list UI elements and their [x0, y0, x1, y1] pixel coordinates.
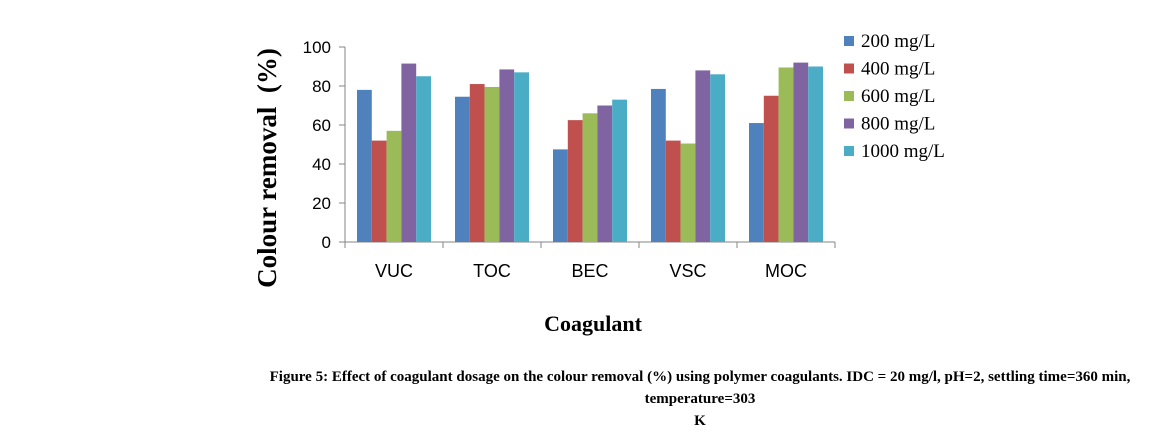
figure-caption: Figure 5: Effect of coagulant dosage on … — [250, 366, 1150, 432]
bar — [567, 120, 583, 242]
legend-swatch — [844, 146, 854, 156]
bar — [612, 99, 627, 243]
bar — [455, 96, 470, 242]
x-axis-title: Coagulant — [544, 311, 642, 336]
bar — [808, 66, 823, 242]
y-tick-label: 100 — [303, 38, 331, 57]
y-axis-title: Colour removal (%) — [252, 48, 282, 288]
bar — [416, 76, 431, 242]
bar — [680, 143, 696, 242]
bar — [371, 140, 387, 242]
bar — [778, 67, 794, 242]
x-tick-label: VSC — [669, 261, 706, 281]
legend-swatch — [844, 118, 854, 129]
y-tick-label: 40 — [312, 155, 331, 174]
x-tick-label: BEC — [571, 261, 608, 281]
x-tick-label: MOC — [765, 261, 807, 281]
bar — [499, 69, 515, 242]
legend-swatch — [844, 36, 854, 46]
bar — [514, 72, 529, 242]
bar — [695, 70, 711, 243]
bar — [469, 84, 485, 242]
legend-swatch — [844, 91, 854, 101]
bar — [357, 89, 372, 243]
bar — [651, 88, 666, 242]
bar — [386, 130, 402, 242]
plot-area: 0 20 40 60 80 100 VUC TOC BEC VSC MOC — [303, 38, 836, 281]
caption-line-1: Figure 5: Effect of coagulant dosage on … — [269, 369, 1131, 407]
legend-label: 800 mg/L — [861, 114, 935, 135]
y-tick-label: 60 — [312, 116, 331, 135]
bar — [597, 105, 613, 242]
legend: 200 mg/L 400 mg/L 600 mg/L 800 mg/L 1000 mg/… — [844, 31, 945, 162]
bar — [710, 74, 725, 242]
y-tick-label: 80 — [312, 77, 331, 96]
bar — [553, 149, 568, 242]
legend-label: 600 mg/L — [861, 86, 935, 107]
legend-label: 400 mg/L — [861, 59, 935, 80]
legend-label: 200 mg/L — [861, 31, 935, 52]
caption-line-2: K — [694, 413, 706, 429]
x-tick-label: TOC — [473, 261, 511, 281]
bar — [749, 123, 764, 242]
y-tick-label: 20 — [312, 194, 331, 213]
bar — [793, 62, 809, 242]
bar — [484, 86, 500, 242]
bar — [401, 63, 417, 243]
bar — [582, 113, 598, 242]
legend-label: 1000 mg/L — [861, 141, 945, 162]
bar — [665, 140, 681, 242]
legend-swatch — [844, 63, 854, 74]
x-tick-label: VUC — [375, 261, 413, 281]
bar — [763, 95, 779, 242]
y-tick-label: 0 — [322, 233, 331, 252]
